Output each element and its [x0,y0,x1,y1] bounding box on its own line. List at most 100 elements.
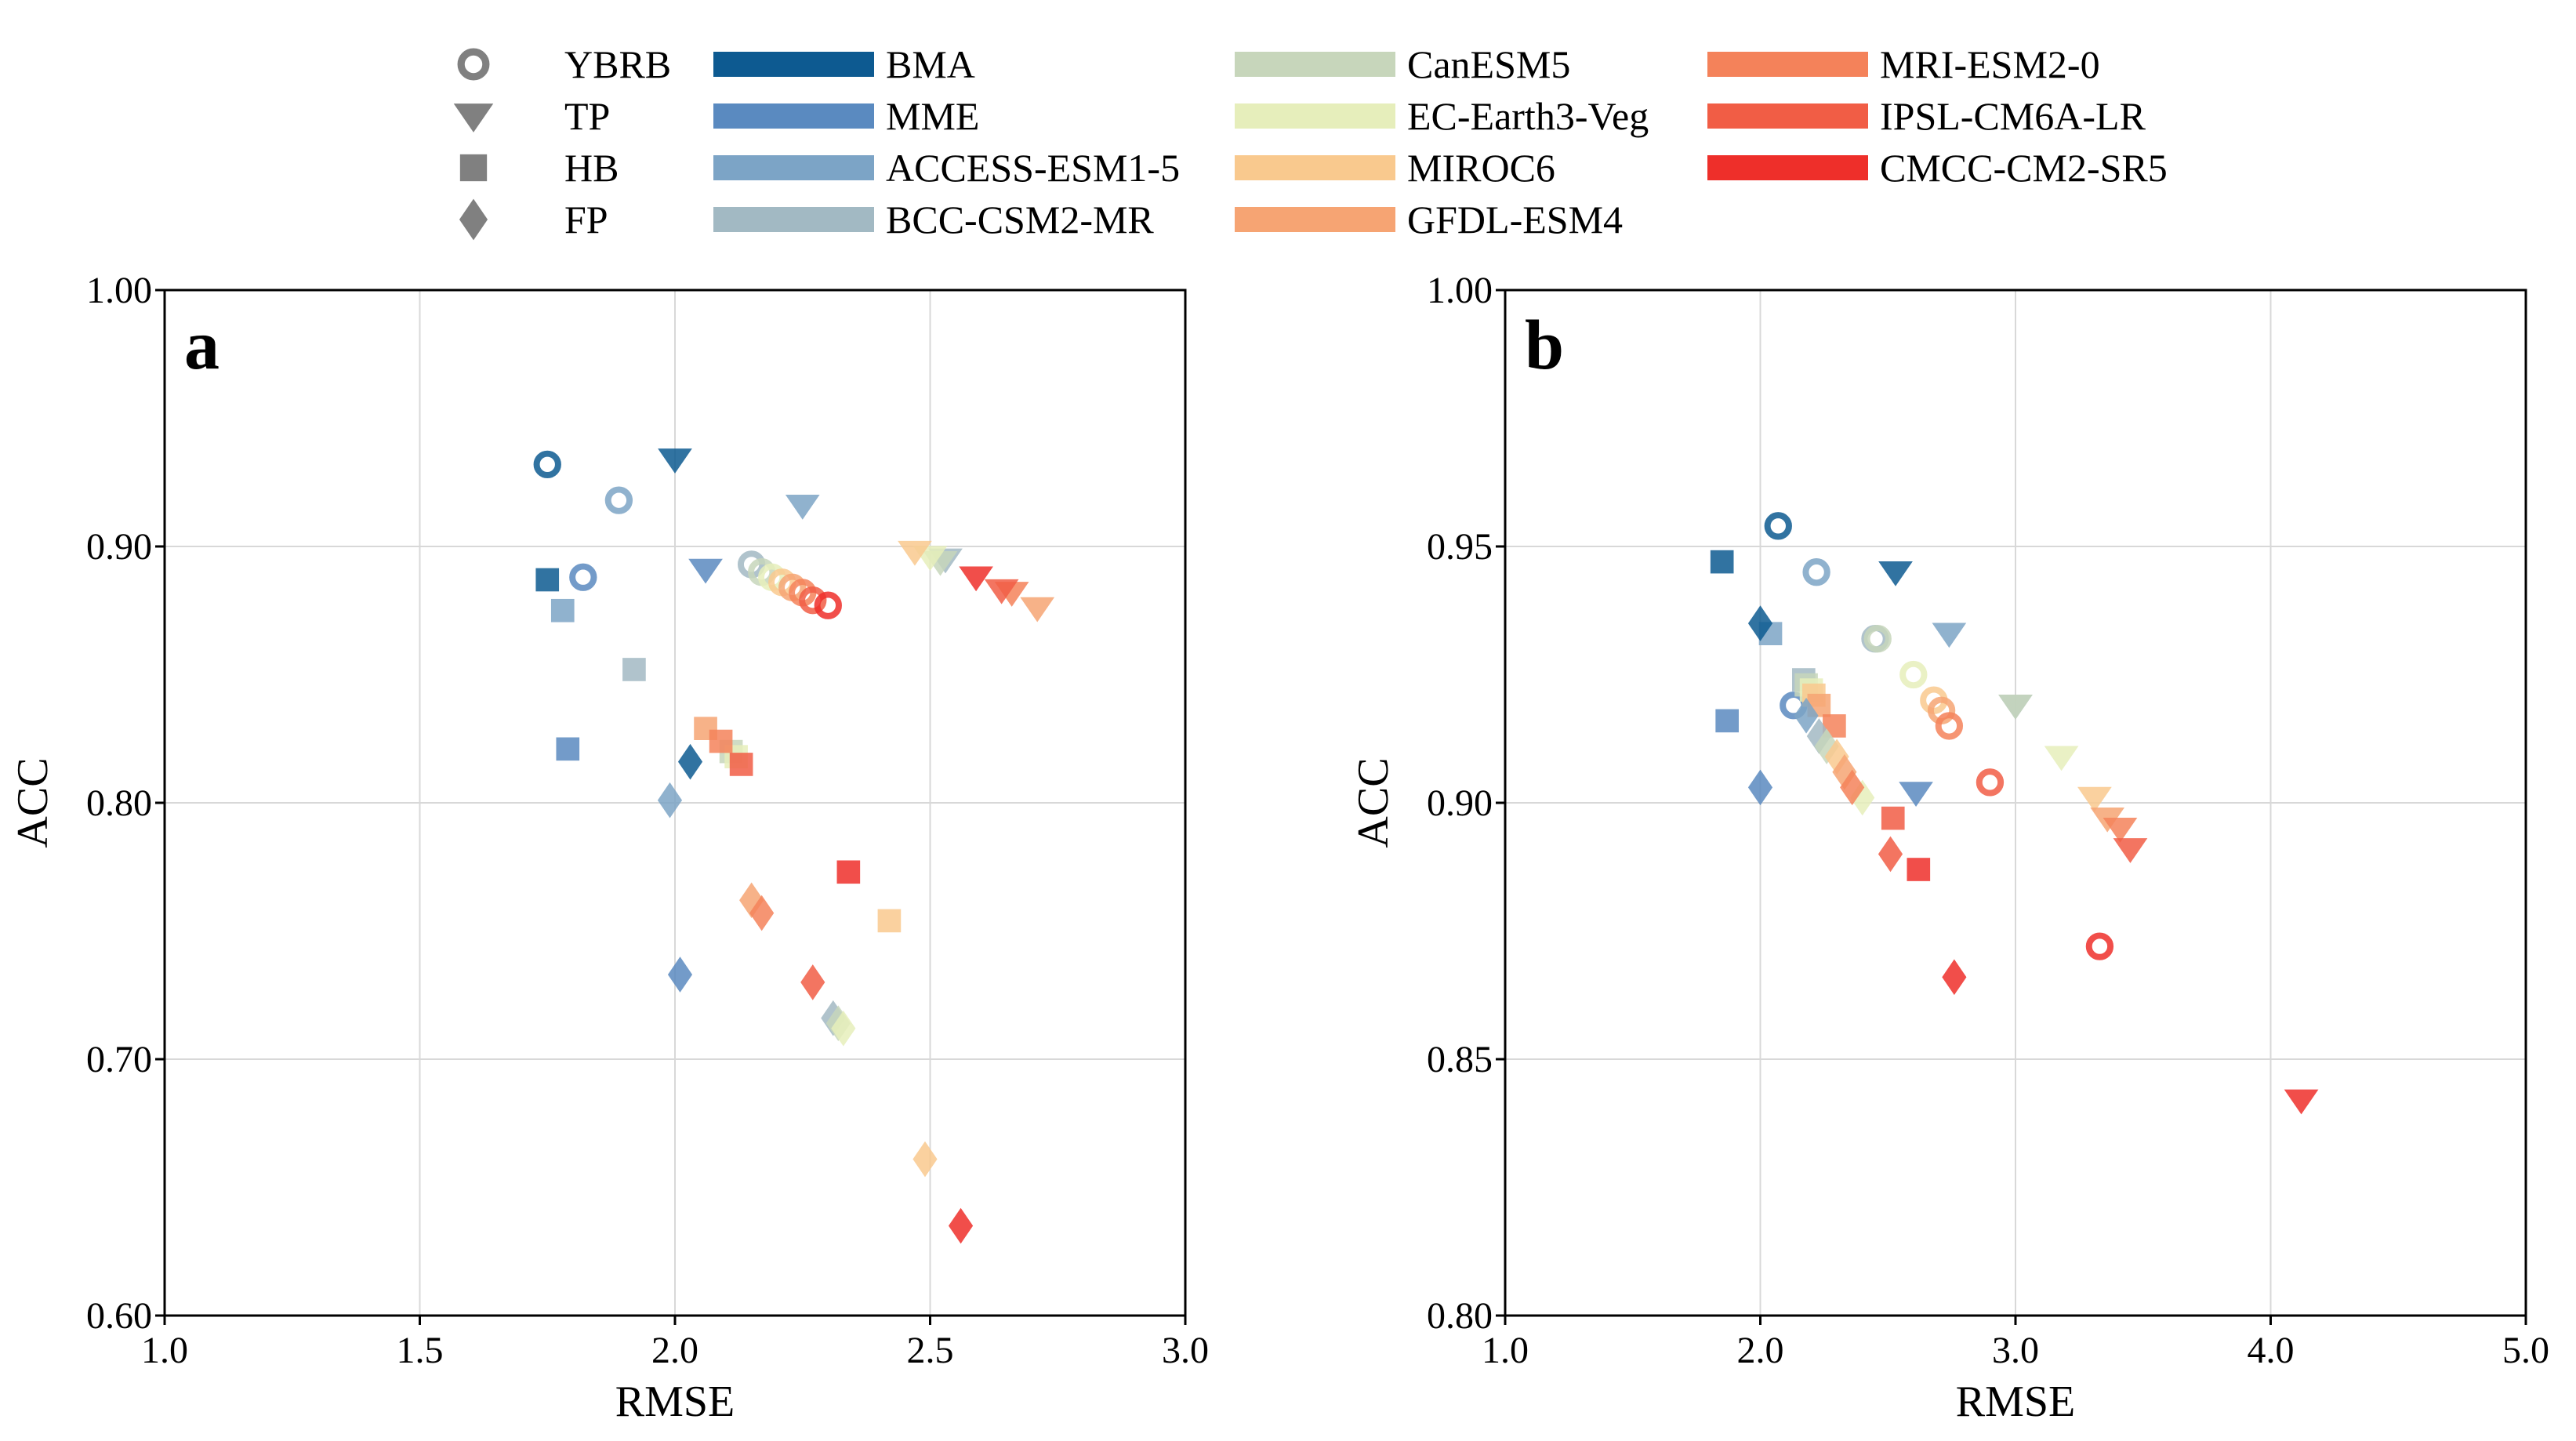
point-tp-mme [688,558,723,584]
legend-swatch-mri-esm2-0 [1707,52,1868,77]
panel-b: 1.0 2.0 3.0 4.0 5.0 0.80 0.85 0.90 0.95 1.00 RMSE A… [1349,270,2549,1426]
legend-label-cmcc-cm2-sr5: CMCC-CM2-SR5 [1880,146,2168,190]
x-tick-label: 2.0 [651,1330,698,1371]
point-hb-cmcc-cm2-sr5 [836,860,861,884]
legend-swatch-gfdl-esm4 [1235,207,1395,232]
legend-label-access-esm1-5: ACCESS-ESM1-5 [886,146,1180,190]
legend-label-hb: HB [564,146,619,190]
point-fp-access-esm1-5 [1794,698,1819,734]
point-ybrb-ipsl-cm6a-lr [799,586,827,615]
point-fp-gfdl-esm4 [1832,753,1857,790]
legend-label-mme: MME [886,94,979,138]
point-tp-access-esm1-5 [785,495,820,520]
point-fp-mme [1747,769,1773,806]
y-tick-label: 0.60 [86,1295,152,1337]
point-ybrb-access-esm1-5 [604,486,633,514]
plot-frame [163,289,1187,1317]
legend-swatch-bcc-csm2-mr [713,207,874,232]
x-tick-label: 2.5 [907,1330,954,1371]
point-hb-access-esm1-5 [550,598,575,622]
point-tp-ipsl-cm6a-lr [984,579,1019,604]
y-tick-label: 0.85 [1427,1039,1493,1080]
panel-a: 1.0 1.5 2.0 2.5 3.0 0.60 0.70 0.80 0.90 1.00 RMSE A… [9,270,1209,1426]
legend-label-bma: BMA [886,42,975,86]
point-ybrb-cmcc-cm2-sr5 [2085,932,2114,960]
y-tick-label: 0.95 [1427,526,1493,568]
point-fp-ipsl-cm6a-lr [800,964,825,1000]
point-tp-ipsl-cm6a-lr [2113,838,2148,863]
point-ybrb-canesm5 [1863,625,1892,653]
legend-label-ipsl-cm6a-lr: IPSL-CM6A-LR [1880,94,2146,138]
point-hb-miroc6 [877,909,902,933]
legend-swatch-mme [713,103,874,129]
x-axis-title: RMSE [1956,1377,2076,1426]
point-fp-cmcc-cm2-sr5 [948,1207,974,1244]
point-tp-cmcc-cm2-sr5 [959,566,993,592]
point-fp-cmcc-cm2-sr5 [1942,959,1967,996]
point-hb-ipsl-cm6a-lr [729,753,753,776]
point-ybrb-cmcc-cm2-sr5 [814,591,842,619]
point-ybrb-bma [1764,512,1792,540]
x-axis-title: RMSE [615,1377,735,1426]
y-axis-title: ACC [1349,757,1398,848]
legend-marker-ybrb [457,48,490,81]
legend-label-fp: FP [564,198,608,241]
legend-marker-tp [453,103,494,132]
point-fp-mme [667,956,693,993]
legend-label-canesm5: CanESM5 [1407,42,1570,86]
legend-swatch-bma [713,52,874,77]
legend: YBRB TP HB FP BMA MME ACCESS-ESM1-5 BCC-CSM2-MR… [453,42,2168,241]
legend-swatch-canesm5 [1235,52,1395,77]
y-axis-title: ACC [9,757,57,848]
point-ybrb-ec-earth3-veg [1899,660,1928,689]
point-tp-gfdl-esm4 [1020,597,1055,622]
point-fp-bma [1747,605,1773,641]
point-tp-miroc6 [2077,786,2112,812]
y-tick-label: 0.70 [86,1039,152,1080]
legend-label-gfdl-esm4: GFDL-ESM4 [1407,198,1623,241]
point-ybrb-bma [533,450,561,479]
plot-frame [1504,289,2527,1317]
point-hb-bma [1710,550,1734,574]
legend-label-ybrb: YBRB [564,42,671,86]
panel-label: a [184,307,220,384]
point-ybrb-mme [569,563,597,591]
point-tp-ec-earth3-veg [2044,746,2079,771]
point-fp-ec-earth3-veg [831,1010,856,1047]
point-tp-mri-esm2-0 [2103,818,2138,843]
x-tick-label: 1.5 [397,1330,444,1371]
point-fp-mri-esm2-0 [749,895,775,931]
point-fp-bma [677,743,703,780]
legend-label-mri-esm2-0: MRI-ESM2-0 [1880,42,2100,86]
y-tick-label: 0.90 [86,526,152,568]
legend-label-miroc6: MIROC6 [1407,146,1555,190]
point-hb-mme [1715,709,1740,733]
legend-marker-hb [459,154,488,182]
legend-label-ec-earth3-veg: EC-Earth3-Veg [1407,94,1649,138]
point-fp-ipsl-cm6a-lr [1878,836,1903,873]
legend-swatch-miroc6 [1235,155,1395,180]
legend-swatch-ipsl-cm6a-lr [1707,103,1868,129]
x-tick-label: 3.0 [1992,1330,2039,1371]
point-fp-access-esm1-5 [657,782,683,819]
point-ybrb-mri-esm2-0 [1935,712,1964,740]
x-tick-label: 2.0 [1737,1330,1784,1371]
point-tp-canesm5 [1998,695,2033,720]
point-fp-mri-esm2-0 [1840,769,1865,806]
y-tick-label: 0.90 [1427,782,1493,824]
x-tick-label: 1.0 [141,1330,188,1371]
x-tick-label: 5.0 [2502,1330,2549,1371]
point-hb-ipsl-cm6a-lr [1881,806,1905,830]
x-tick-label: 3.0 [1162,1330,1209,1371]
y-tick-label: 1.00 [1427,270,1493,311]
point-tp-miroc6 [898,540,932,566]
point-tp-bma [658,448,692,474]
point-tp-bma [1878,561,1913,586]
point-ybrb-ipsl-cm6a-lr [1976,768,2005,797]
x-tick-label: 4.0 [2248,1330,2295,1371]
point-fp-miroc6 [1824,739,1849,775]
y-tick-label: 1.00 [86,270,152,311]
legend-swatch-cmcc-cm2-sr5 [1707,155,1868,180]
point-tp-access-esm1-5 [1932,622,1967,648]
